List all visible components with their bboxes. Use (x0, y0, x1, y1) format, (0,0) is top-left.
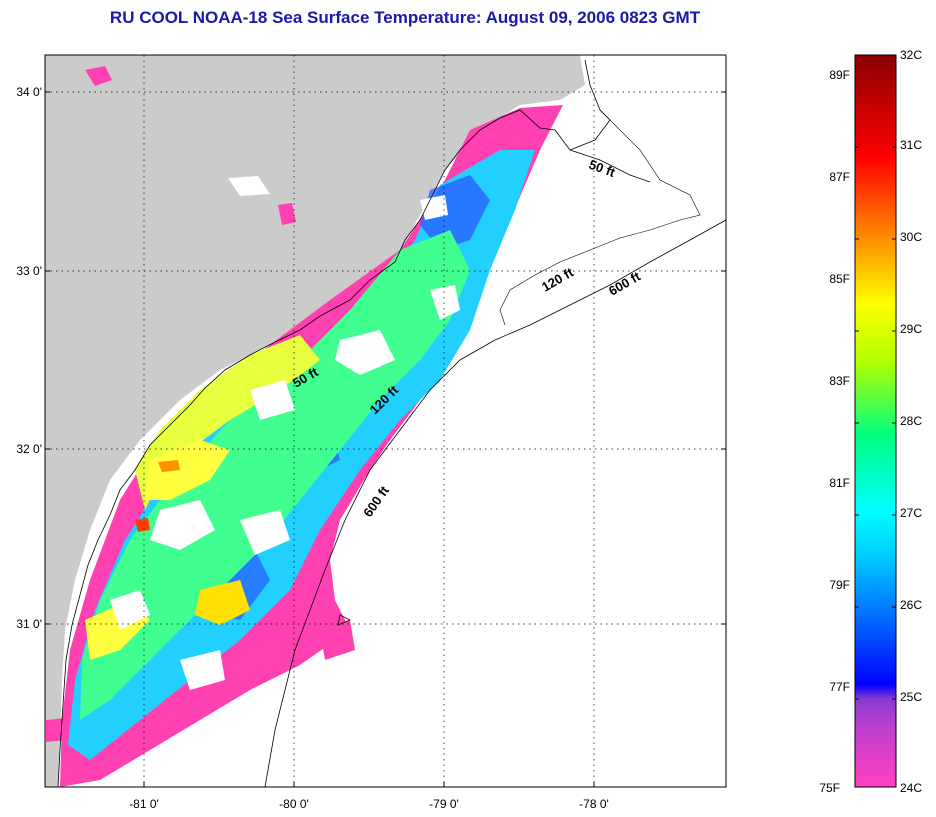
grid (45, 55, 726, 787)
colorbar-c-label: 28C (900, 414, 922, 428)
colorbar-c-label: 27C (900, 506, 922, 520)
map-title: RU COOL NOAA-18 Sea Surface Temperature:… (109, 8, 701, 27)
sst-data-layer (46, 66, 563, 787)
colorbar-f-label: 87F (829, 170, 850, 184)
colorbar-c-label: 29C (900, 322, 922, 336)
lon-label: -78 0' (579, 797, 609, 811)
colorbar-scale (854, 54, 897, 788)
land-area (45, 55, 585, 787)
lon-label: -80 0' (279, 797, 309, 811)
colorbar-f-label: 81F (829, 476, 850, 490)
coastline (57, 59, 611, 787)
colorbar-c-label: 26C (900, 598, 922, 612)
colorbar-c-label: 32C (900, 48, 922, 62)
colorbar-f-label: 79F (829, 578, 850, 592)
lat-label: 34 0' (16, 85, 42, 99)
colorbar-f-label: 89F (829, 68, 850, 82)
colorbar-c-label: 31C (900, 138, 922, 152)
depth-contour-50ft (569, 149, 651, 183)
depth-contour-600ft (264, 219, 726, 787)
colorbar-f-label: 85F (829, 272, 850, 286)
lon-label: -81 0' (129, 797, 159, 811)
colorbar-f-label: 83F (829, 374, 850, 388)
lat-label: 33 0' (16, 264, 42, 278)
colorbar-c-label: 25C (900, 690, 922, 704)
lon-label: -79 0' (429, 797, 459, 811)
colorbar-c-label: 30C (900, 230, 922, 244)
lat-label: 31 0' (16, 617, 42, 631)
colorbar-f-label: 77F (829, 680, 850, 694)
lat-label: 32 0' (16, 442, 42, 456)
colorbar-f-labels: 89F 87F 85F 83F 81F 79F 77F 75F (819, 68, 850, 795)
map-frame (44, 54, 727, 788)
colorbar-f-label: 75F (819, 781, 840, 795)
colorbar-c-labels: 32C 31C 30C 29C 28C 27C 26C 25C 24C (900, 48, 922, 795)
colorbar-c-label: 24C (900, 781, 922, 795)
